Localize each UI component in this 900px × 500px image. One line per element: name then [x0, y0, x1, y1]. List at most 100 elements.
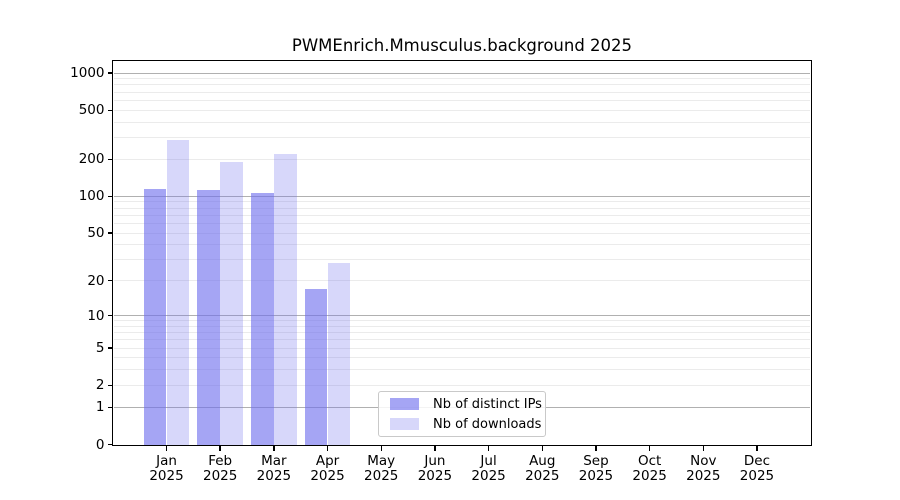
y-tick-label: 500 [78, 102, 105, 119]
gridline-minor [114, 384, 810, 386]
y-tick-mark [107, 158, 113, 161]
x-tick-mark [380, 446, 382, 451]
y-tick-label: 0 [95, 436, 105, 453]
gridline-minor [114, 280, 810, 282]
x-tick-label-jan: Jan 2025 [135, 452, 199, 485]
x-tick-mark [434, 446, 436, 451]
gridline-minor [114, 121, 810, 123]
legend-item-distinct-ips: Nb of distinct IPs [390, 396, 545, 412]
x-tick-label-mar: Mar 2025 [242, 452, 306, 485]
x-tick-label-jul: Jul 2025 [457, 452, 521, 485]
y-tick-label: 1 [95, 399, 105, 416]
bar-ips-feb [197, 190, 220, 445]
gridline-major [114, 315, 810, 317]
gridline-minor [114, 78, 810, 80]
gridline-minor [114, 320, 810, 322]
legend-swatch-downloads [390, 418, 419, 430]
x-tick-mark [326, 446, 329, 451]
gridline-minor [114, 259, 810, 261]
x-tick-month: Oct [637, 452, 662, 469]
legend-label-downloads: Nb of downloads [433, 416, 542, 432]
x-tick-mark [702, 446, 704, 451]
legend: Nb of distinct IPs Nb of downloads [378, 391, 546, 437]
gridline-minor [114, 357, 810, 359]
x-tick-label-nov: Nov 2025 [671, 453, 735, 485]
y-tick-mark [107, 347, 113, 349]
bar-ips-jan [143, 189, 167, 445]
legend-item-downloads: Nb of downloads [390, 416, 545, 432]
x-tick-month: Jul [480, 452, 497, 469]
x-tick-mark [595, 446, 597, 451]
gridline-minor [114, 244, 810, 246]
y-tick-mark [107, 109, 113, 111]
x-tick-label-aug: Aug 2025 [510, 452, 574, 485]
chart-title: PWMEnrich.Mmusculus.background 2025 [291, 36, 633, 55]
x-tick-mark [165, 446, 168, 451]
x-tick-label-feb: Feb 2025 [188, 452, 252, 485]
x-tick-month: Apr [315, 452, 340, 469]
gridline-minor [114, 325, 810, 327]
y-tick-mark [107, 384, 113, 387]
bar-downloads-feb [220, 162, 243, 445]
y-tick-label: 100 [78, 188, 105, 205]
y-tick-label: 200 [78, 151, 105, 168]
x-tick-label-oct: Oct 2025 [618, 452, 682, 485]
y-tick-mark [107, 72, 113, 74]
x-tick-month: Dec [743, 452, 771, 469]
y-tick-mark [107, 406, 113, 408]
x-tick-mark [756, 446, 758, 451]
bar-ips-apr [304, 289, 328, 445]
y-tick-mark [107, 232, 113, 234]
y-tick-mark [107, 443, 113, 446]
gridline-minor [114, 232, 810, 234]
gridline-minor [114, 207, 810, 209]
x-tick-label-sep: Sep 2025 [564, 453, 628, 485]
gridline-minor [114, 369, 810, 371]
y-tick-label: 50 [87, 225, 105, 242]
gridline-minor [114, 158, 810, 160]
x-tick-label-dec: Dec 2025 [725, 452, 789, 485]
x-tick-month: May [367, 452, 396, 469]
gridline-minor [114, 137, 810, 139]
gridline-major [114, 72, 810, 74]
x-tick-mark [648, 446, 651, 451]
x-tick-year: 2025 [256, 468, 292, 484]
y-tick-label: 1000 [70, 65, 105, 81]
bar-downloads-jan [166, 140, 190, 445]
y-tick-mark [107, 195, 113, 198]
bar-downloads-apr [327, 263, 351, 445]
gridline-minor [114, 109, 810, 111]
y-tick-label: 2 [95, 377, 105, 394]
x-tick-month: Aug [529, 452, 556, 469]
gridline-major [114, 195, 810, 197]
y-tick-label: 10 [87, 307, 105, 324]
x-tick-month: Jan [156, 452, 177, 469]
legend-swatch-distinct-ips [390, 398, 419, 410]
bar-downloads-mar [274, 154, 297, 445]
y-tick-mark [107, 314, 113, 317]
x-tick-month: Mar [261, 452, 287, 469]
gridline-minor [114, 347, 810, 349]
x-tick-year: 2025 [739, 468, 775, 484]
x-tick-year: 2025 [364, 468, 399, 484]
y-tick-label: 20 [87, 272, 105, 289]
gridline-minor [114, 332, 810, 334]
bar-ips-mar [251, 193, 274, 445]
gridline-minor [114, 339, 810, 341]
x-tick-month: Feb [208, 452, 233, 469]
legend-label-distinct-ips: Nb of distinct IPs [433, 396, 542, 412]
x-tick-month: Jun [424, 452, 446, 469]
y-tick-mark [107, 280, 113, 282]
x-tick-mark [541, 446, 543, 451]
x-tick-mark [273, 446, 275, 451]
gridline-minor [114, 222, 810, 224]
x-tick-label-may: May 2025 [349, 452, 413, 485]
x-tick-year: 2025 [310, 468, 345, 484]
gridline-minor [114, 214, 810, 216]
y-tick-label: 5 [95, 340, 105, 357]
x-tick-year: 2025 [471, 468, 506, 484]
x-tick-year: 2025 [149, 468, 184, 484]
x-tick-year: 2025 [417, 468, 453, 484]
x-tick-mark [487, 446, 490, 451]
